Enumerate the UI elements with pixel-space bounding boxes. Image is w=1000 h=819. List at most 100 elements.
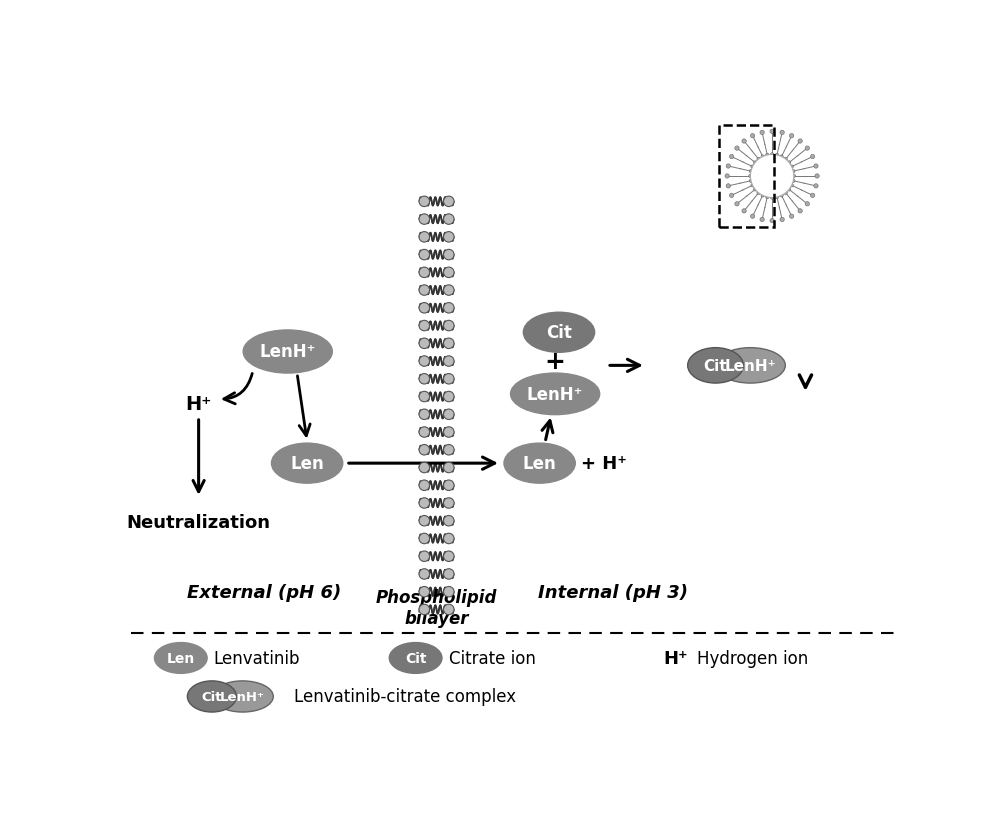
Circle shape: [760, 131, 764, 135]
Text: +: +: [545, 350, 566, 373]
Circle shape: [787, 161, 791, 165]
Text: Cit: Cit: [546, 324, 572, 342]
Circle shape: [419, 604, 430, 615]
Circle shape: [419, 586, 430, 597]
Circle shape: [760, 218, 764, 223]
Bar: [719, 126, 774, 228]
Circle shape: [753, 188, 757, 192]
Circle shape: [814, 184, 818, 189]
Circle shape: [742, 140, 746, 144]
Circle shape: [444, 374, 454, 385]
Ellipse shape: [511, 373, 600, 415]
Circle shape: [814, 165, 818, 169]
Circle shape: [780, 194, 783, 198]
Circle shape: [725, 174, 729, 179]
Text: Lenvatinib-citrate complex: Lenvatinib-citrate complex: [294, 688, 516, 706]
Circle shape: [751, 184, 754, 188]
Ellipse shape: [154, 643, 207, 673]
Circle shape: [444, 233, 454, 242]
Circle shape: [444, 215, 454, 225]
Text: Phospholipid
bilayer: Phospholipid bilayer: [376, 588, 497, 627]
Circle shape: [749, 175, 752, 179]
Circle shape: [775, 196, 779, 199]
Circle shape: [798, 210, 802, 214]
Circle shape: [444, 268, 454, 278]
Text: LenH⁺: LenH⁺: [220, 690, 265, 703]
Circle shape: [761, 156, 764, 159]
Circle shape: [792, 170, 795, 174]
Circle shape: [444, 498, 454, 509]
Circle shape: [735, 147, 739, 151]
Text: Len: Len: [167, 651, 195, 665]
Ellipse shape: [716, 348, 785, 383]
Circle shape: [735, 202, 739, 206]
Circle shape: [444, 516, 454, 527]
Circle shape: [444, 463, 454, 473]
Text: Neutralization: Neutralization: [127, 514, 271, 532]
Circle shape: [419, 303, 430, 314]
Circle shape: [419, 516, 430, 527]
Circle shape: [419, 498, 430, 509]
Text: Cit: Cit: [704, 359, 727, 373]
Circle shape: [419, 215, 430, 225]
Ellipse shape: [187, 681, 236, 713]
Text: Internal (pH 3): Internal (pH 3): [538, 583, 688, 601]
Circle shape: [419, 463, 430, 473]
Circle shape: [444, 534, 454, 544]
Ellipse shape: [243, 331, 332, 373]
Circle shape: [780, 156, 783, 159]
Text: Len: Len: [523, 455, 556, 473]
Circle shape: [757, 192, 760, 195]
Ellipse shape: [212, 681, 273, 713]
Circle shape: [444, 391, 454, 402]
Text: LenH⁺: LenH⁺: [725, 359, 776, 373]
Text: Cit: Cit: [405, 651, 426, 665]
Circle shape: [789, 215, 794, 219]
Circle shape: [444, 338, 454, 349]
Circle shape: [419, 410, 430, 420]
Circle shape: [792, 175, 796, 179]
Circle shape: [444, 410, 454, 420]
Circle shape: [419, 481, 430, 491]
Circle shape: [780, 131, 784, 135]
Circle shape: [770, 219, 774, 224]
Text: Hydrogen ion: Hydrogen ion: [697, 649, 808, 667]
Circle shape: [419, 286, 430, 296]
Circle shape: [444, 356, 454, 367]
Circle shape: [757, 158, 760, 161]
Circle shape: [770, 197, 774, 200]
Text: LenH⁺: LenH⁺: [527, 386, 583, 403]
Circle shape: [444, 250, 454, 260]
Circle shape: [792, 180, 795, 183]
Text: H⁺: H⁺: [663, 649, 688, 667]
Circle shape: [805, 202, 809, 206]
Circle shape: [761, 194, 764, 198]
Circle shape: [729, 156, 734, 160]
Circle shape: [419, 428, 430, 437]
Circle shape: [444, 551, 454, 562]
Circle shape: [419, 268, 430, 278]
Circle shape: [419, 391, 430, 402]
Circle shape: [753, 161, 757, 165]
Text: Citrate ion: Citrate ion: [449, 649, 536, 667]
Ellipse shape: [271, 444, 343, 483]
Circle shape: [749, 180, 753, 183]
Circle shape: [419, 551, 430, 562]
Circle shape: [419, 321, 430, 332]
Circle shape: [770, 130, 774, 134]
Ellipse shape: [504, 444, 575, 483]
Circle shape: [729, 194, 734, 198]
Circle shape: [784, 158, 787, 161]
Circle shape: [444, 481, 454, 491]
Circle shape: [789, 134, 794, 138]
Circle shape: [815, 174, 819, 179]
Circle shape: [419, 569, 430, 580]
Circle shape: [751, 165, 754, 169]
Circle shape: [790, 184, 793, 188]
Circle shape: [766, 196, 769, 199]
Circle shape: [444, 604, 454, 615]
Circle shape: [750, 134, 755, 138]
Ellipse shape: [389, 643, 442, 673]
Circle shape: [810, 156, 815, 160]
Circle shape: [444, 586, 454, 597]
